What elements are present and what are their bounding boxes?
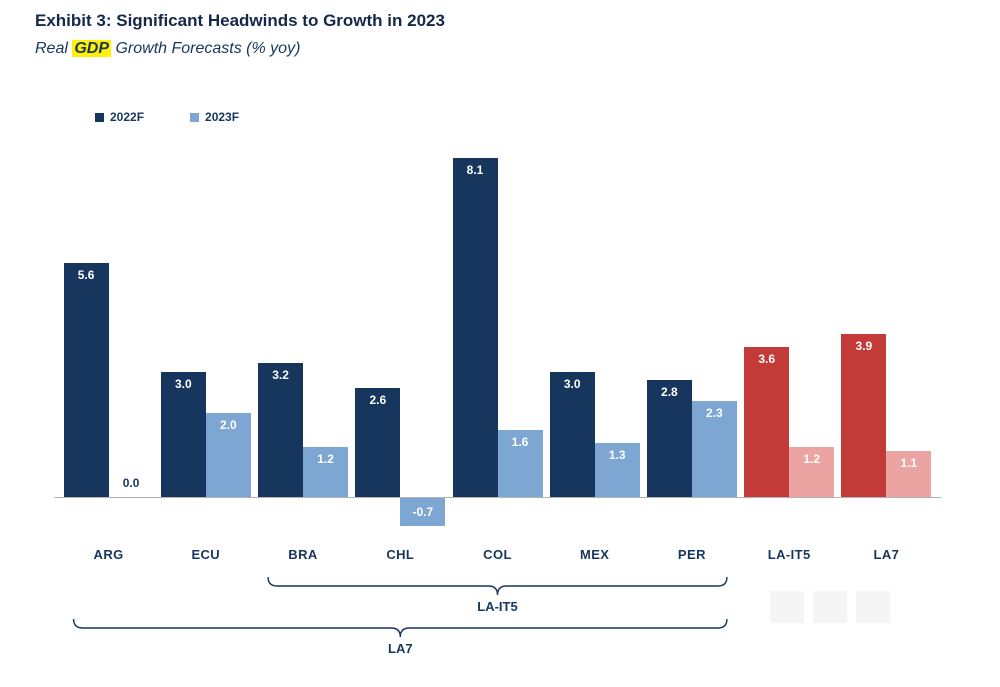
- value-label-2022f-per: 2.8: [661, 385, 678, 399]
- bar-2023f-col: [497, 430, 543, 497]
- x-axis-line: [54, 497, 941, 498]
- value-label-2022f-col: 8.1: [466, 163, 484, 178]
- legend-label-2022f: 2022F: [110, 110, 145, 124]
- legend-item-2022f: 2022F: [95, 110, 144, 124]
- bar-2022f-bra: [258, 363, 304, 497]
- bar-2022f-ecu: [160, 371, 206, 497]
- value-label-2022f-la-it5: 3.6: [758, 351, 776, 366]
- x-axis-label-arg: ARG: [93, 547, 124, 562]
- brace-la7: [72, 618, 728, 638]
- plot-area: 5.6 0.0 ARG 3.0 2.0 ECU 3.2 1.2 BRA 2.6 -0.7 CHL 8.1…: [54, 150, 941, 570]
- legend-swatch-2022f: [95, 112, 104, 122]
- value-label-2022f-la7: 3.9: [855, 339, 873, 353]
- value-label-2023f-la-it5: 1.2: [803, 451, 821, 466]
- watermark-square: [856, 591, 890, 623]
- brace-label-la7: LA7: [388, 641, 413, 656]
- watermark-square: [813, 591, 847, 623]
- legend-swatch-2023f: [190, 112, 200, 122]
- x-axis-label-per: PER: [677, 547, 706, 562]
- subtitle-suffix: Growth Forecasts (% yoy): [111, 40, 301, 57]
- value-label-2023f-bra: 1.2: [317, 451, 334, 466]
- bar-2023f-chl: [400, 497, 446, 527]
- bar-2023f-ecu: [205, 413, 251, 497]
- value-label-2023f-per: 2.3: [706, 405, 723, 420]
- subtitle-prefix: Real: [35, 40, 73, 57]
- value-label-2023f-arg: 0.0: [122, 476, 140, 490]
- value-label-2023f-ecu: 2.0: [219, 418, 237, 433]
- x-axis-label-mex: MEX: [580, 547, 610, 562]
- watermark-square: [770, 591, 804, 623]
- chart-subtitle: Real GDP Growth Forecasts (% yoy): [35, 40, 300, 58]
- value-label-2022f-ecu: 3.0: [174, 376, 192, 391]
- exhibit-title: Exhibit 3: Significant Headwinds to Grow…: [35, 11, 445, 30]
- bar-2023f-bra: [303, 446, 349, 497]
- brace-la-it5: [267, 576, 728, 596]
- bar-2023f-mex: [594, 442, 640, 497]
- bar-2022f-la-it5: [744, 346, 790, 497]
- legend: 2022F 2023F: [95, 110, 239, 124]
- value-label-2022f-arg: 5.6: [77, 267, 95, 282]
- bar-2022f-col: [452, 158, 498, 497]
- subtitle-highlight: GDP: [72, 40, 112, 57]
- bar-2023f-per: [691, 400, 737, 497]
- value-label-2023f-col: 1.6: [511, 435, 529, 450]
- x-axis-label-la7: LA7: [873, 547, 900, 562]
- legend-item-2023f: 2023F: [190, 110, 239, 124]
- bar-2022f-arg: [63, 262, 109, 497]
- bar-2022f-per: [646, 380, 692, 497]
- bar-2023f-la-it5: [789, 446, 835, 497]
- x-axis-label-ecu: ECU: [191, 547, 221, 562]
- x-axis-label-chl: CHL: [386, 547, 415, 562]
- bar-2022f-mex: [549, 371, 595, 497]
- x-axis-label-bra: BRA: [288, 547, 318, 562]
- value-label-2022f-mex: 3.0: [563, 376, 581, 391]
- x-axis-label-col: COL: [483, 547, 512, 562]
- bar-2022f-la7: [841, 334, 887, 497]
- bar-2023f-la7: [886, 451, 932, 497]
- value-label-2022f-bra: 3.2: [272, 368, 289, 383]
- x-axis-label-la-it5: LA-IT5: [767, 547, 811, 562]
- value-label-2023f-mex: 1.3: [608, 447, 626, 462]
- brace-label-la-it5: LA-IT5: [477, 599, 518, 614]
- value-label-2023f-la7: 1.1: [900, 456, 918, 470]
- bar-2022f-chl: [355, 388, 401, 497]
- value-label-2023f-chl: -0.7: [412, 504, 434, 519]
- legend-label-2023f: 2023F: [205, 110, 240, 124]
- value-label-2022f-chl: 2.6: [369, 393, 387, 408]
